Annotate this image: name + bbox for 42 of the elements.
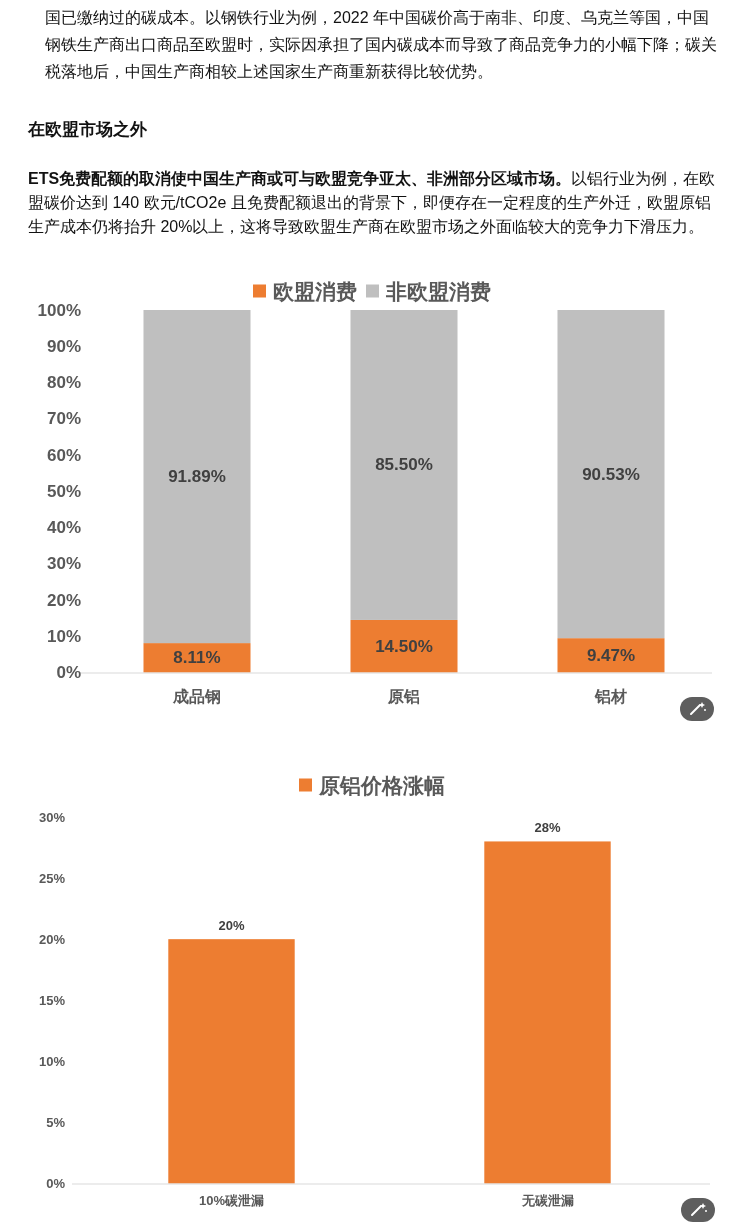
legend-label: 原铝价格涨幅 (318, 773, 445, 797)
y-tick-label: 50% (46, 481, 81, 501)
y-tick-label: 60% (46, 445, 81, 465)
bar (557, 310, 665, 639)
x-tick-label: 10%碳泄漏 (198, 1192, 265, 1208)
y-tick-label: 80% (46, 373, 81, 392)
y-tick-label: 10% (38, 1053, 66, 1069)
y-tick-label: 10% (46, 626, 81, 646)
data-label: 91.89% (168, 467, 226, 487)
data-label: 8.11% (173, 648, 221, 668)
y-tick-label: 20% (38, 931, 66, 947)
bar (350, 619, 458, 673)
data-label: 9.47% (586, 645, 636, 665)
bar (350, 310, 458, 620)
text: 在欧盟市场之外 (27, 120, 148, 139)
data-label: 14.50% (375, 636, 433, 656)
y-tick-label: 70% (46, 409, 81, 429)
y-tick-label: 100% (37, 300, 81, 320)
legend-label: 非欧盟消费 (385, 279, 491, 303)
data-label: 20% (218, 917, 245, 933)
text: ETS免费配额的取消使中国生产商或可与欧盟竞争亚太、非洲部分区域市场。 (28, 170, 572, 187)
y-tick-label: 90% (46, 336, 81, 356)
data-label: 85.50% (375, 455, 433, 475)
bar (557, 638, 665, 673)
y-tick-label: 15% (38, 992, 66, 1008)
y-tick-label: 5% (46, 1114, 66, 1130)
y-tick-label: 30% (46, 554, 81, 574)
y-tick-label: 30% (38, 809, 66, 825)
bar (143, 310, 251, 644)
y-tick-label: 0% (56, 663, 81, 682)
x-tick-label: 铝材 (594, 687, 627, 705)
x-tick-label: 原铝 (387, 687, 420, 705)
legend-label: 欧盟消费 (273, 279, 357, 303)
y-tick-label: 25% (38, 870, 66, 886)
y-tick-label: 20% (46, 590, 81, 610)
data-label: 90.53% (582, 464, 640, 484)
y-tick-label: 40% (46, 518, 81, 537)
text: 国已缴纳过的碳成本。以钢铁行业为例，2022 年中国碳价高于南非、印度、乌克兰等国，中国钢铁生产商出口商品至欧盟时，实际因承担了国内碳成本而导致了商品竞争力的小幅下降；碳关税落地后，中国生产商相较上述国家生产商重新获得比较优势。 (44, 9, 717, 80)
x-tick-label: 无碳泄漏 (520, 1192, 574, 1208)
x-tick-label: 成品钢 (172, 687, 221, 705)
data-label: 28% (534, 819, 561, 835)
y-tick-label: 0% (46, 1176, 66, 1191)
